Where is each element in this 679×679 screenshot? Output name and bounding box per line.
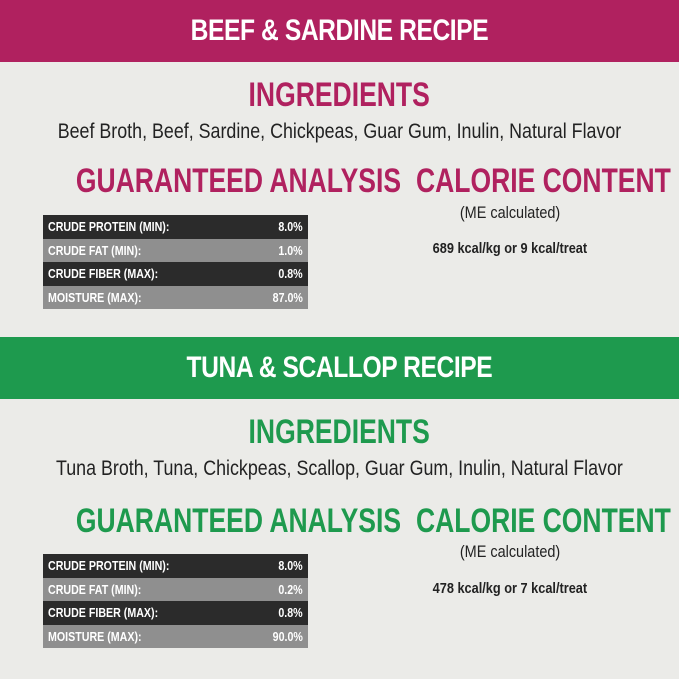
analysis-table: CRUDE PROTEIN (MIN): 8.0% CRUDE FAT (MIN)…	[43, 215, 308, 309]
analysis-row: CRUDE FIBER (MAX): 0.8%	[43, 601, 308, 625]
calorie-note: (ME calculated)	[459, 542, 561, 561]
recipe-title: BEEF & SARDINE RECIPE	[190, 14, 489, 47]
recipe-title: TUNA & SCALLOP RECIPE	[186, 351, 493, 384]
analysis-row: CRUDE FAT (MIN): 1.0%	[43, 238, 308, 262]
calorie-value: 689 kcal/kg or 9 kcal/treat	[432, 240, 588, 257]
analysis-row: CRUDE PROTEIN (MIN): 8.0%	[43, 215, 308, 239]
analysis-table: CRUDE PROTEIN (MIN): 8.0% CRUDE FAT (MIN)…	[43, 554, 308, 648]
calorie-value: 478 kcal/kg or 7 kcal/treat	[432, 580, 588, 597]
ingredients-heading: INGREDIENTS	[248, 76, 431, 114]
calorie-heading: CALORIE CONTENT	[415, 502, 671, 540]
ingredients-list: Tuna Broth, Tuna, Chickpeas, Scallop, Gu…	[56, 457, 623, 480]
analysis-row: MOISTURE (MAX): 90.0%	[43, 624, 308, 648]
ingredients-heading: INGREDIENTS	[248, 413, 431, 451]
calorie-note: (ME calculated)	[459, 203, 561, 222]
recipe-title-banner: TUNA & SCALLOP RECIPE	[0, 337, 679, 399]
analysis-row: CRUDE PROTEIN (MIN): 8.0%	[43, 554, 308, 578]
recipe-title-banner: BEEF & SARDINE RECIPE	[0, 0, 679, 62]
analysis-row: MOISTURE (MAX): 87.0%	[43, 285, 308, 309]
analysis-row: CRUDE FIBER (MAX): 0.8%	[43, 262, 308, 286]
calorie-heading: CALORIE CONTENT	[415, 162, 671, 200]
analysis-heading: GUARANTEED ANALYSIS	[75, 162, 402, 200]
ingredients-list: Beef Broth, Beef, Sardine, Chickpeas, Gu…	[57, 120, 622, 143]
analysis-heading: GUARANTEED ANALYSIS	[75, 502, 402, 540]
analysis-row: CRUDE FAT (MIN): 0.2%	[43, 577, 308, 601]
